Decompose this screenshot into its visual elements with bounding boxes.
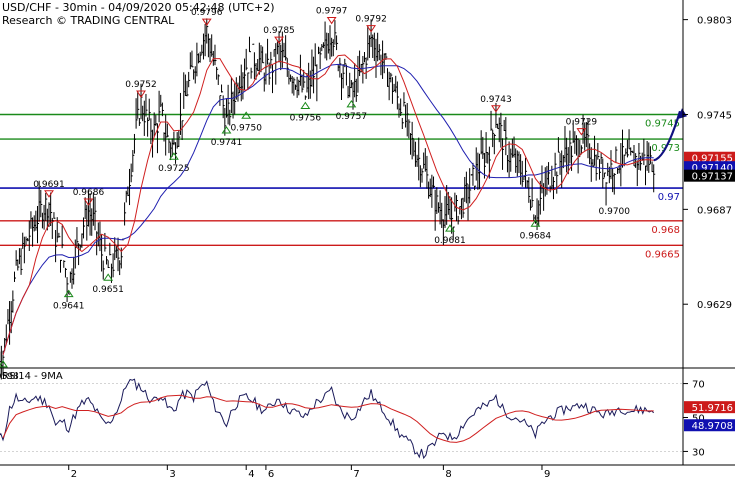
price-tag-label: 0.97140 bbox=[692, 163, 733, 174]
swing-low-marker bbox=[168, 152, 179, 160]
price-tag-label: 0.97137 bbox=[692, 172, 733, 183]
swing-high-marker bbox=[326, 16, 337, 25]
projection-arrowhead bbox=[677, 108, 687, 120]
x-tick-label: 3 bbox=[169, 469, 175, 480]
ma-blue-line bbox=[2, 63, 654, 356]
x-tick-label: 9 bbox=[544, 469, 550, 480]
swing-low-label: 0.9641 bbox=[53, 302, 85, 312]
x-tick-label: 7 bbox=[353, 469, 359, 480]
header: USD/CHF - 30min - 04/09/2020 05:42:48 (U… bbox=[2, 1, 275, 27]
swing-high-label: 0.9729 bbox=[566, 118, 598, 128]
swing-high-label: 0.9792 bbox=[355, 15, 387, 25]
x-tick-label: 6 bbox=[268, 469, 274, 480]
swing-high-marker bbox=[44, 190, 54, 198]
swing-low-label: 0.9756 bbox=[290, 113, 322, 123]
price-panel: 0.97450.9730.970.9680.96650.96910.96860.… bbox=[0, 6, 687, 382]
y-tick-label: 0.9687 bbox=[697, 205, 732, 216]
swing-low-marker bbox=[530, 219, 541, 227]
swing-high-label: 0.9785 bbox=[263, 26, 295, 36]
swing-high-label: 0.9796 bbox=[191, 8, 223, 18]
rsi-panel: RSI14 - 9MA bbox=[0, 371, 683, 460]
swing-high-label: 0.9752 bbox=[125, 80, 157, 90]
swing-high-label: 0.9691 bbox=[33, 180, 65, 190]
swing-high-label: 0.9797 bbox=[316, 6, 348, 16]
swing-high-marker bbox=[274, 36, 284, 44]
swing-high-marker bbox=[576, 128, 587, 136]
rsi-title: RSI14 - 9MA bbox=[2, 371, 63, 382]
swing-high-marker bbox=[491, 105, 501, 113]
swing-low-marker bbox=[0, 360, 8, 368]
swing-low-marker bbox=[241, 111, 252, 119]
swing-low-label: 0.9750 bbox=[230, 123, 262, 133]
price-tag-label: 0.97155 bbox=[692, 154, 733, 165]
swing-low-marker bbox=[300, 101, 311, 109]
level-label-pivot: 0.97 bbox=[658, 192, 680, 203]
price-bars bbox=[0, 18, 656, 380]
symbol-line: USD/CHF - 30min - 04/09/2020 05:42:48 (U… bbox=[2, 1, 275, 14]
level-label-resistance: 0.9745 bbox=[645, 118, 680, 129]
y-tick-label: 0.9803 bbox=[697, 16, 732, 27]
rsi-tag-box bbox=[684, 419, 735, 432]
swing-low-label: 0.9725 bbox=[158, 164, 190, 174]
rsi-ma-line bbox=[2, 394, 654, 443]
swing-low-label: 0.9651 bbox=[92, 285, 124, 295]
x-tick-label: 8 bbox=[445, 469, 451, 480]
x-tick-label: 2 bbox=[71, 469, 77, 480]
source-line: Research © TRADING CENTRAL bbox=[2, 14, 175, 27]
swing-low-label: 0.9757 bbox=[336, 112, 368, 122]
rsi-tag-box bbox=[684, 401, 735, 414]
swing-low-label: 0.9741 bbox=[211, 138, 243, 148]
swing-low-marker bbox=[221, 126, 232, 134]
price-tag-box bbox=[684, 169, 735, 182]
swing-low-marker bbox=[346, 99, 357, 108]
swing-low-marker bbox=[445, 224, 455, 232]
rsi-y-tick-label: 50 bbox=[692, 414, 705, 425]
y-tick-label: 0.9629 bbox=[697, 300, 732, 311]
rsi-tag-label: 48.9708 bbox=[692, 421, 733, 432]
swing-high-marker bbox=[136, 90, 146, 98]
swing-high-marker bbox=[201, 18, 212, 26]
pivot-annotation: 0.9700 bbox=[599, 207, 631, 217]
level-label-support: 0.968 bbox=[651, 225, 680, 236]
swing-high-marker bbox=[366, 25, 377, 33]
level-label-support: 0.9665 bbox=[645, 249, 680, 260]
swing-low-label: 0.9681 bbox=[434, 236, 466, 246]
rsi-y-tick-label: 30 bbox=[692, 447, 705, 458]
price-tag-box bbox=[684, 151, 735, 164]
rsi-tag-label: 51.9716 bbox=[692, 403, 733, 414]
y-tick-label: 0.9745 bbox=[697, 110, 732, 121]
rsi-y-tick-label: 70 bbox=[692, 380, 705, 391]
swing-high-label: 0.9686 bbox=[73, 188, 105, 198]
swing-high-label: 0.9743 bbox=[480, 95, 512, 105]
swing-low-marker bbox=[63, 289, 74, 298]
rsi-line bbox=[0, 378, 655, 460]
swing-low-marker bbox=[103, 273, 114, 281]
swing-high-marker bbox=[83, 198, 94, 206]
ma-red-line bbox=[2, 54, 654, 356]
x-tick-label: 4 bbox=[248, 469, 254, 480]
swing-low-label: 0.9684 bbox=[520, 231, 552, 241]
